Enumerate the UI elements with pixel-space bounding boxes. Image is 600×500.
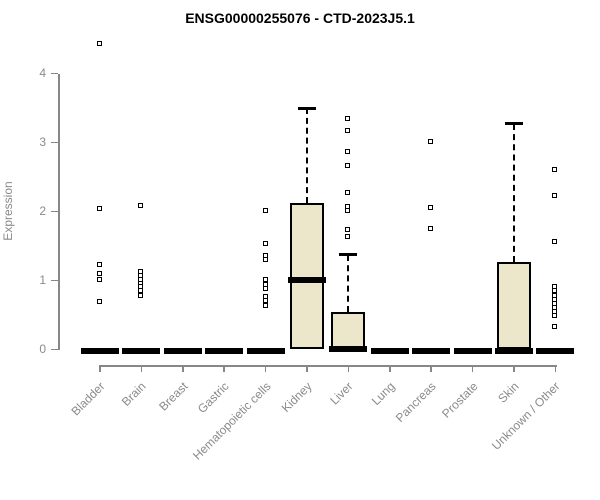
y-axis-label: Expression bbox=[1, 181, 15, 241]
whisker-cap-upper bbox=[298, 106, 316, 110]
median-line bbox=[495, 348, 533, 354]
x-axis-tick bbox=[182, 365, 184, 372]
box-iqr bbox=[497, 261, 531, 350]
outlier-point bbox=[262, 298, 268, 304]
outlier-point bbox=[96, 271, 102, 277]
outlier-point bbox=[262, 302, 268, 308]
y-tick-label: 2 bbox=[39, 203, 46, 218]
median-line bbox=[329, 345, 368, 352]
median-line bbox=[453, 348, 492, 354]
outlier-point bbox=[552, 313, 558, 319]
whisker-cap-upper bbox=[339, 253, 358, 257]
outlier-point bbox=[262, 240, 268, 246]
x-axis-tick bbox=[140, 365, 143, 372]
outlier-point bbox=[428, 138, 434, 144]
x-axis-tick bbox=[471, 365, 474, 372]
whisker-upper bbox=[306, 108, 308, 203]
outlier-point bbox=[552, 167, 558, 172]
y-axis-tick bbox=[51, 348, 58, 351]
outlier-point bbox=[96, 262, 102, 268]
outlier-point bbox=[428, 204, 434, 210]
outlier-point bbox=[428, 225, 434, 231]
outlier-point bbox=[345, 128, 351, 134]
y-axis-tick bbox=[51, 279, 58, 282]
median-line bbox=[536, 348, 575, 354]
whisker-upper bbox=[513, 123, 515, 262]
outlier-point bbox=[96, 40, 102, 46]
outlier-point bbox=[552, 324, 558, 330]
median-line bbox=[163, 348, 202, 354]
median-line bbox=[288, 276, 326, 283]
box-iqr bbox=[331, 311, 366, 350]
median-line bbox=[205, 348, 244, 354]
y-axis-tick bbox=[51, 72, 58, 75]
y-tick-label: 3 bbox=[39, 134, 46, 149]
y-tick-label: 4 bbox=[39, 65, 46, 80]
y-axis-line bbox=[58, 73, 60, 350]
median-line bbox=[246, 348, 285, 354]
outlier-point bbox=[345, 189, 351, 195]
y-axis-tick bbox=[51, 210, 58, 213]
median-line bbox=[412, 348, 451, 354]
whisker-upper bbox=[347, 254, 350, 312]
x-axis-tick bbox=[99, 365, 101, 372]
median-line bbox=[370, 348, 409, 354]
outlier-point bbox=[345, 208, 351, 214]
outlier-point bbox=[262, 257, 268, 263]
outlier-point bbox=[345, 115, 351, 121]
whisker-cap-upper bbox=[505, 122, 523, 126]
outlier-point bbox=[262, 286, 268, 292]
x-axis-tick bbox=[513, 365, 515, 372]
outlier-point bbox=[345, 233, 351, 239]
outlier-point bbox=[96, 299, 102, 305]
outlier-point bbox=[96, 276, 102, 282]
outlier-point bbox=[96, 206, 102, 212]
y-axis-tick bbox=[51, 141, 58, 144]
x-axis-tick bbox=[223, 365, 225, 372]
x-axis-tick bbox=[554, 365, 557, 372]
x-axis-tick bbox=[306, 365, 308, 372]
outlier-point bbox=[138, 292, 144, 298]
x-axis-tick bbox=[347, 365, 350, 372]
y-tick-label: 0 bbox=[39, 341, 46, 356]
median-line bbox=[81, 348, 119, 354]
x-axis-tick bbox=[264, 365, 267, 372]
outlier-point bbox=[345, 162, 351, 168]
outlier-point bbox=[552, 192, 558, 198]
chart-title: ENSG00000255076 - CTD-2023J5.1 bbox=[185, 10, 415, 26]
x-axis-tick bbox=[430, 365, 432, 372]
y-tick-label: 1 bbox=[39, 272, 46, 287]
outlier-point bbox=[345, 203, 351, 209]
outlier-point bbox=[345, 227, 351, 233]
outlier-point bbox=[552, 238, 558, 244]
x-axis-line bbox=[100, 365, 557, 367]
outlier-point bbox=[138, 202, 144, 208]
outlier-point bbox=[345, 149, 351, 155]
x-axis-tick bbox=[389, 365, 391, 372]
outlier-point bbox=[262, 252, 268, 258]
outlier-point bbox=[262, 208, 268, 214]
outlier-point bbox=[262, 281, 268, 287]
box-iqr bbox=[290, 202, 324, 350]
median-line bbox=[122, 348, 161, 354]
